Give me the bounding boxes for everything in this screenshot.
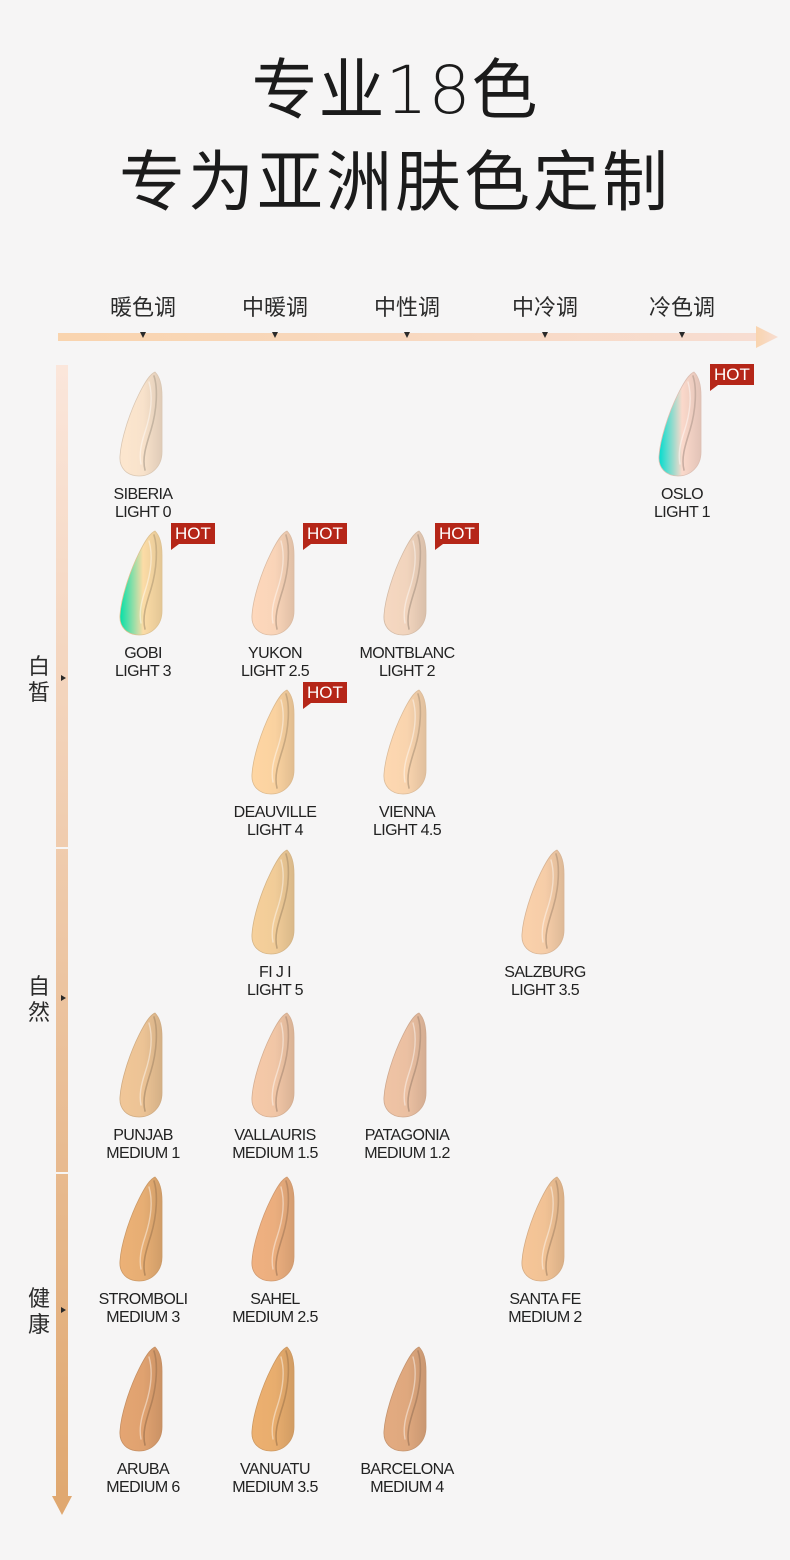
foundation-swatch bbox=[119, 1176, 163, 1282]
shade-card[interactable]: ARUBA MEDIUM 6 bbox=[73, 1345, 213, 1497]
shade-code: MEDIUM 1 bbox=[106, 1145, 180, 1162]
tone-tick-marker bbox=[542, 332, 548, 338]
foundation-swatch bbox=[383, 1346, 427, 1452]
shade-name: DEAUVILLE bbox=[233, 804, 317, 821]
shade-code: MEDIUM 4 bbox=[370, 1479, 444, 1496]
shade-name: SALZBURG bbox=[504, 964, 586, 981]
shade-card[interactable]: STROMBOLI MEDIUM 3 bbox=[73, 1175, 213, 1327]
page-subtitle: 专为亚洲肤色定制 bbox=[119, 144, 671, 221]
shade-code: MEDIUM 2 bbox=[508, 1309, 582, 1326]
shade-code: LIGHT 2 bbox=[379, 663, 436, 680]
fairness-group-label: 健康 bbox=[27, 1287, 50, 1338]
shade-code: LIGHT 3 bbox=[115, 663, 172, 680]
shade-code: MEDIUM 1.5 bbox=[232, 1145, 318, 1162]
foundation-swatch bbox=[251, 1346, 295, 1452]
group-tick-marker bbox=[61, 1307, 66, 1313]
shade-card[interactable]: DEAUVILLE LIGHT 4 HOT bbox=[205, 682, 347, 840]
hot-badge: HOT bbox=[171, 523, 215, 550]
shade-name: ARUBA bbox=[116, 1461, 170, 1478]
fairness-group-label: 白皙 bbox=[27, 655, 50, 706]
shade-name: FI J I bbox=[259, 964, 292, 981]
foundation-swatch bbox=[658, 371, 702, 477]
foundation-swatch bbox=[119, 371, 163, 477]
shade-name: SIBERIA bbox=[113, 486, 174, 503]
foundation-swatch bbox=[383, 1012, 427, 1118]
hot-badge: HOT bbox=[303, 682, 347, 709]
foundation-swatch bbox=[251, 1176, 295, 1282]
shade-code: LIGHT 3.5 bbox=[510, 982, 580, 999]
shade-card[interactable]: VALLAURIS MEDIUM 1.5 bbox=[205, 1011, 345, 1163]
shade-code: LIGHT 4.5 bbox=[372, 822, 442, 839]
shade-code: MEDIUM 1.2 bbox=[364, 1145, 450, 1162]
shade-card[interactable]: OSLO LIGHT 1 HOT bbox=[612, 364, 754, 522]
shade-card[interactable]: SAHEL MEDIUM 2.5 bbox=[205, 1175, 345, 1327]
shade-card[interactable]: YUKON LIGHT 2.5 HOT bbox=[205, 523, 347, 681]
shade-code: LIGHT 5 bbox=[247, 982, 304, 999]
shade-name: PUNJAB bbox=[113, 1127, 173, 1144]
page-title: 专业18色 bbox=[251, 52, 539, 129]
foundation-swatch bbox=[251, 689, 295, 795]
shade-name: OSLO bbox=[660, 486, 704, 503]
tone-label: 中暖调 bbox=[241, 296, 308, 321]
group-tick-marker bbox=[61, 675, 66, 681]
tone-tick-marker bbox=[679, 332, 685, 338]
shade-name: MONTBLANC bbox=[359, 645, 455, 662]
hot-badge: HOT bbox=[303, 523, 347, 550]
shade-code: MEDIUM 6 bbox=[106, 1479, 180, 1496]
foundation-swatch bbox=[521, 849, 565, 955]
shade-code: MEDIUM 2.5 bbox=[232, 1309, 318, 1326]
foundation-swatch bbox=[119, 1346, 163, 1452]
foundation-swatch bbox=[251, 1012, 295, 1118]
shade-name: VALLAURIS bbox=[234, 1127, 316, 1144]
shade-name: BARCELONA bbox=[360, 1461, 454, 1478]
shade-card[interactable]: PATAGONIA MEDIUM 1.2 bbox=[337, 1011, 477, 1163]
shade-code: LIGHT 4 bbox=[247, 822, 304, 839]
shade-card[interactable]: BARCELONA MEDIUM 4 bbox=[337, 1345, 477, 1497]
fairness-group-label: 自然 bbox=[27, 975, 50, 1026]
foundation-swatch bbox=[119, 1012, 163, 1118]
shade-name: VIENNA bbox=[379, 804, 436, 821]
foundation-swatch bbox=[119, 530, 163, 636]
shade-name: SANTA FE bbox=[509, 1291, 581, 1308]
shade-name: GOBI bbox=[124, 645, 162, 662]
shade-name: SAHEL bbox=[250, 1291, 300, 1308]
shade-name: STROMBOLI bbox=[98, 1291, 188, 1308]
shade-card[interactable]: FI J I LIGHT 5 bbox=[205, 848, 345, 1000]
hot-badge: HOT bbox=[435, 523, 479, 550]
tone-tick-marker bbox=[140, 332, 146, 338]
shade-code: MEDIUM 3 bbox=[106, 1309, 180, 1326]
foundation-swatch bbox=[521, 1176, 565, 1282]
foundation-swatch bbox=[251, 530, 295, 636]
foundation-swatch bbox=[383, 689, 427, 795]
hot-badge: HOT bbox=[710, 364, 754, 391]
shade-card[interactable]: SALZBURG LIGHT 3.5 bbox=[475, 848, 615, 1000]
shade-card[interactable]: VANUATU MEDIUM 3.5 bbox=[205, 1345, 345, 1497]
shade-code: LIGHT 0 bbox=[115, 504, 172, 521]
tone-label: 暖色调 bbox=[109, 296, 176, 321]
shade-card[interactable]: VIENNA LIGHT 4.5 bbox=[337, 688, 477, 840]
tone-tick-marker bbox=[404, 332, 410, 338]
shade-card[interactable]: SIBERIA LIGHT 0 bbox=[73, 370, 213, 522]
shade-name: PATAGONIA bbox=[364, 1127, 450, 1144]
tone-label: 冷色调 bbox=[648, 296, 715, 321]
shade-card[interactable]: GOBI LIGHT 3 HOT bbox=[73, 523, 215, 681]
shade-code: MEDIUM 3.5 bbox=[232, 1479, 318, 1496]
shade-card[interactable]: SANTA FE MEDIUM 2 bbox=[475, 1175, 615, 1327]
shade-code: LIGHT 1 bbox=[654, 504, 711, 521]
foundation-swatch bbox=[251, 849, 295, 955]
shade-code: LIGHT 2.5 bbox=[240, 663, 310, 680]
shade-card[interactable]: PUNJAB MEDIUM 1 bbox=[73, 1011, 213, 1163]
tone-label: 中冷调 bbox=[511, 296, 578, 321]
shade-card[interactable]: MONTBLANC LIGHT 2 HOT bbox=[337, 523, 479, 681]
shade-name: YUKON bbox=[248, 645, 303, 662]
group-tick-marker bbox=[61, 995, 66, 1001]
shade-name: VANUATU bbox=[240, 1461, 310, 1478]
tone-label: 中性调 bbox=[373, 296, 440, 321]
tone-tick-marker bbox=[272, 332, 278, 338]
foundation-swatch bbox=[383, 530, 427, 636]
